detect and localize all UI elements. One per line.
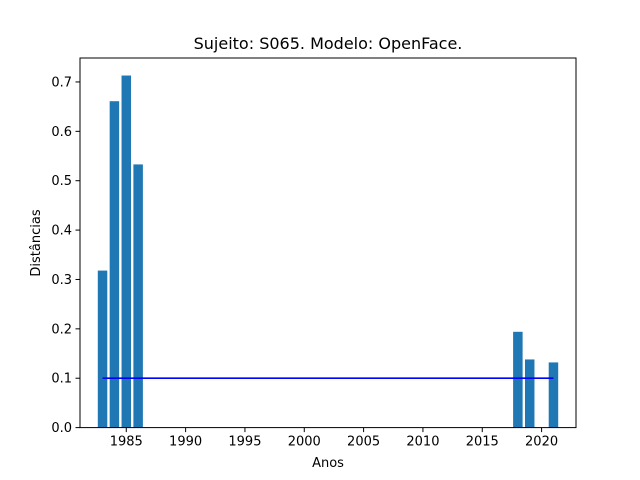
bar-1983: [97, 270, 108, 428]
bars-group: [97, 75, 559, 428]
x-axis-label: Anos: [312, 456, 344, 471]
x-axis-ticks: 1985 1990 1995 2000 2005 2010 2015 2020: [110, 427, 558, 450]
x-tick-label: 2005: [347, 435, 380, 450]
x-tick-label: 2000: [288, 435, 321, 450]
bar-1986: [133, 164, 143, 428]
x-tick-label: 2010: [406, 435, 439, 450]
y-axis-ticks: 0.0 0.1 0.2 0.3 0.4 0.5 0.6 0.7: [51, 75, 80, 436]
y-tick-label: 0.0: [51, 421, 72, 436]
y-tick-label: 0.5: [51, 174, 72, 189]
y-tick-label: 0.7: [51, 75, 72, 90]
y-tick-label: 0.3: [51, 273, 72, 288]
x-tick-label: 1990: [169, 435, 202, 450]
bar-1984: [109, 101, 120, 428]
bar-1985: [121, 75, 132, 428]
y-tick-label: 0.2: [51, 322, 72, 337]
chart-title: Sujeito: S065. Modelo: OpenFace.: [194, 34, 463, 53]
y-axis-label: Distâncias: [29, 209, 44, 276]
bar-2019: [524, 359, 535, 428]
y-tick-label: 0.1: [51, 372, 72, 387]
bar-2018: [513, 331, 523, 428]
bar-2021: [548, 362, 559, 428]
x-tick-label: 1985: [110, 435, 143, 450]
x-tick-label: 2020: [525, 435, 558, 450]
x-tick-label: 1995: [228, 435, 261, 450]
y-tick-label: 0.4: [51, 224, 72, 239]
plot-area-frame: [79, 57, 577, 429]
x-tick-label: 2015: [466, 435, 499, 450]
y-tick-label: 0.6: [51, 125, 72, 140]
